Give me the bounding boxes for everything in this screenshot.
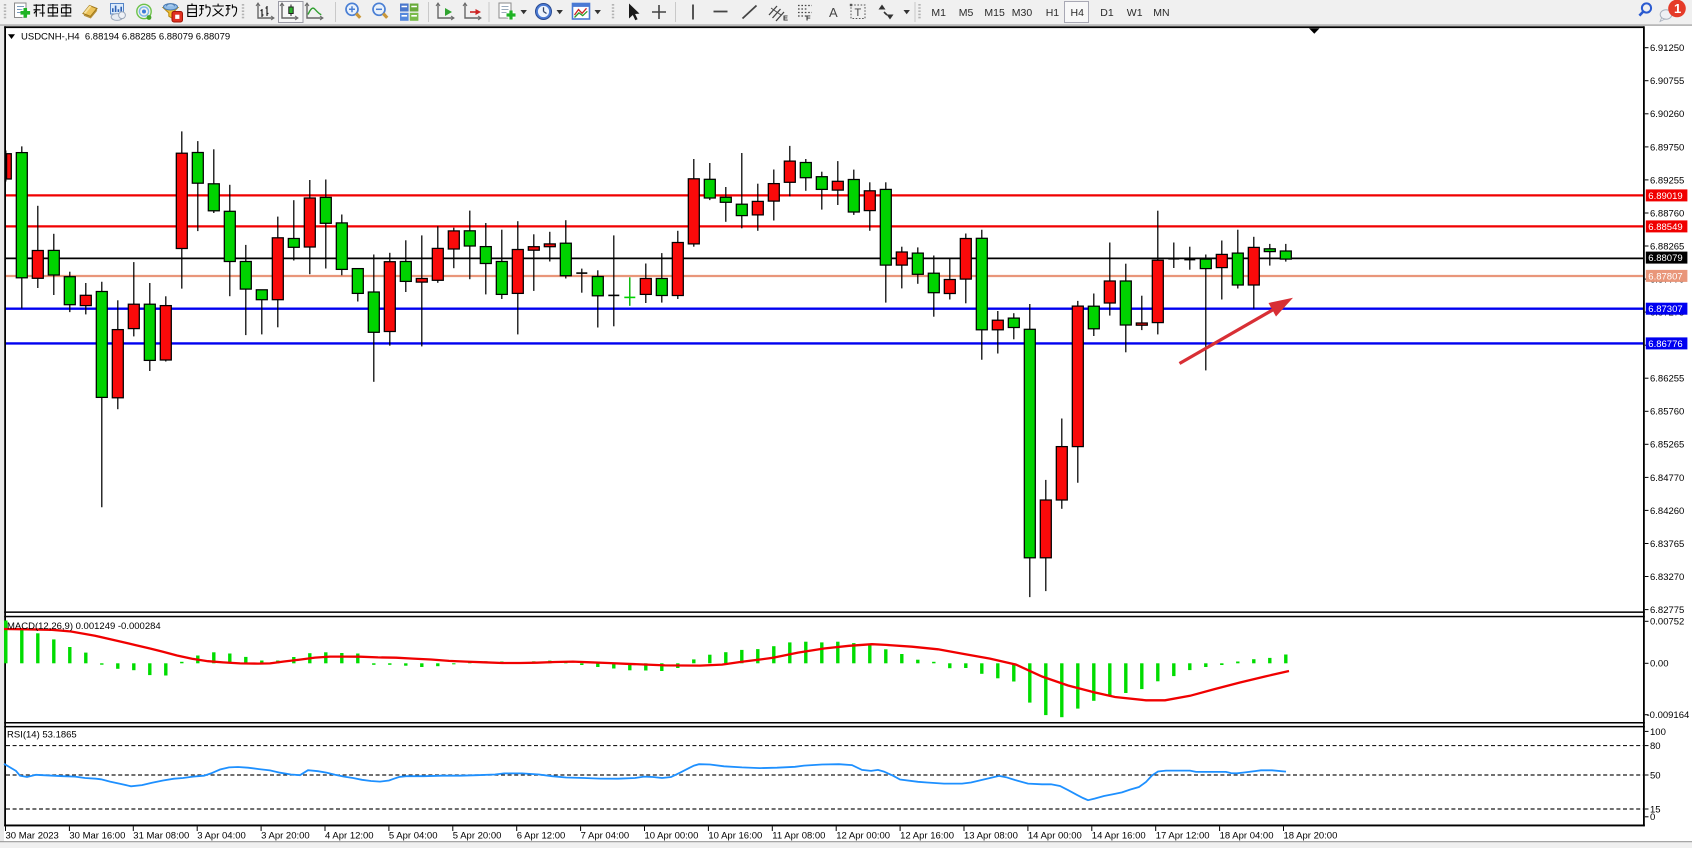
svg-text:6.88549: 6.88549: [1648, 222, 1682, 233]
svg-text:M30: M30: [1012, 7, 1033, 19]
svg-text:6 Apr 12:00: 6 Apr 12:00: [517, 830, 566, 841]
svg-text:D1: D1: [1100, 7, 1114, 19]
svg-text:M5: M5: [959, 7, 974, 19]
svg-text:0.00: 0.00: [1650, 659, 1669, 670]
svg-text:7 Apr 04:00: 7 Apr 04:00: [581, 830, 630, 841]
svg-text:6.84260: 6.84260: [1650, 506, 1684, 517]
svg-text:3 Apr 20:00: 3 Apr 20:00: [261, 830, 310, 841]
svg-text:A: A: [829, 5, 838, 20]
svg-text:18 Apr 20:00: 18 Apr 20:00: [1284, 830, 1338, 841]
svg-text:6.91250: 6.91250: [1650, 43, 1684, 54]
svg-text:6.87807: 6.87807: [1648, 271, 1682, 282]
svg-text:10 Apr 00:00: 10 Apr 00:00: [645, 830, 699, 841]
svg-text:6.89019: 6.89019: [1648, 191, 1682, 202]
svg-text:12 Apr 16:00: 12 Apr 16:00: [900, 830, 954, 841]
svg-text:6.87307: 6.87307: [1648, 304, 1682, 315]
svg-text:MN: MN: [1153, 7, 1169, 19]
svg-text:MACD(12,26,9) 0.001249 -0.0002: MACD(12,26,9) 0.001249 -0.000284: [7, 621, 161, 632]
svg-text:0.00752: 0.00752: [1650, 617, 1684, 628]
svg-text:6.88265: 6.88265: [1650, 241, 1684, 252]
svg-text:4 Apr 12:00: 4 Apr 12:00: [325, 830, 374, 841]
svg-text:14 Apr 00:00: 14 Apr 00:00: [1028, 830, 1082, 841]
svg-text:6.90755: 6.90755: [1650, 76, 1684, 87]
svg-text:M1: M1: [931, 7, 946, 19]
svg-text:1: 1: [1674, 1, 1681, 16]
svg-text:30 Mar 16:00: 30 Mar 16:00: [69, 830, 125, 841]
svg-text:0: 0: [1650, 812, 1655, 823]
svg-text:6.88760: 6.88760: [1650, 208, 1684, 219]
svg-text:30 Mar 2023: 30 Mar 2023: [6, 830, 59, 841]
svg-text:T: T: [855, 7, 862, 19]
svg-text:3 Apr 04:00: 3 Apr 04:00: [197, 830, 246, 841]
svg-text:USDCNH-,H4 6.88194 6.88285 6.: USDCNH-,H4 6.88194 6.88285 6.88079 6.880…: [21, 32, 230, 43]
svg-text:5 Apr 20:00: 5 Apr 20:00: [453, 830, 502, 841]
svg-text:6.84770: 6.84770: [1650, 473, 1684, 484]
svg-text:6.83270: 6.83270: [1650, 572, 1684, 583]
svg-text:11 Apr 08:00: 11 Apr 08:00: [772, 830, 825, 841]
svg-text:E: E: [783, 14, 788, 23]
svg-text:50: 50: [1650, 770, 1661, 781]
svg-text:10 Apr 16:00: 10 Apr 16:00: [708, 830, 762, 841]
svg-text:W1: W1: [1127, 7, 1143, 19]
svg-text:100: 100: [1650, 727, 1666, 738]
svg-text:6.85265: 6.85265: [1650, 440, 1684, 451]
svg-text:-0.009164: -0.009164: [1647, 710, 1690, 721]
svg-text:6.89255: 6.89255: [1650, 175, 1684, 186]
svg-text:6.90260: 6.90260: [1650, 109, 1684, 120]
svg-text:6.83765: 6.83765: [1650, 539, 1684, 550]
svg-text:80: 80: [1650, 741, 1661, 752]
svg-text:6.82775: 6.82775: [1650, 605, 1684, 616]
svg-text:31 Mar 08:00: 31 Mar 08:00: [133, 830, 189, 841]
svg-text:17 Apr 12:00: 17 Apr 12:00: [1156, 830, 1210, 841]
svg-text:H1: H1: [1046, 7, 1060, 19]
svg-text:15: 15: [1650, 804, 1661, 815]
svg-text:M15: M15: [984, 7, 1005, 19]
svg-text:13 Apr 08:00: 13 Apr 08:00: [964, 830, 1018, 841]
svg-text:RSI(14) 53.1865: RSI(14) 53.1865: [7, 730, 77, 741]
svg-text:6.88079: 6.88079: [1648, 253, 1682, 264]
svg-text:14 Apr 16:00: 14 Apr 16:00: [1092, 830, 1146, 841]
svg-text:F: F: [806, 14, 811, 23]
svg-text:6.86255: 6.86255: [1650, 374, 1684, 385]
svg-text:6.85760: 6.85760: [1650, 407, 1684, 418]
svg-text:18 Apr 04:00: 18 Apr 04:00: [1220, 830, 1274, 841]
svg-text:6.89750: 6.89750: [1650, 142, 1684, 153]
svg-text:12 Apr 00:00: 12 Apr 00:00: [836, 830, 890, 841]
svg-text:H4: H4: [1071, 7, 1085, 19]
svg-text:5 Apr 04:00: 5 Apr 04:00: [389, 830, 438, 841]
svg-text:6.86776: 6.86776: [1648, 339, 1682, 350]
